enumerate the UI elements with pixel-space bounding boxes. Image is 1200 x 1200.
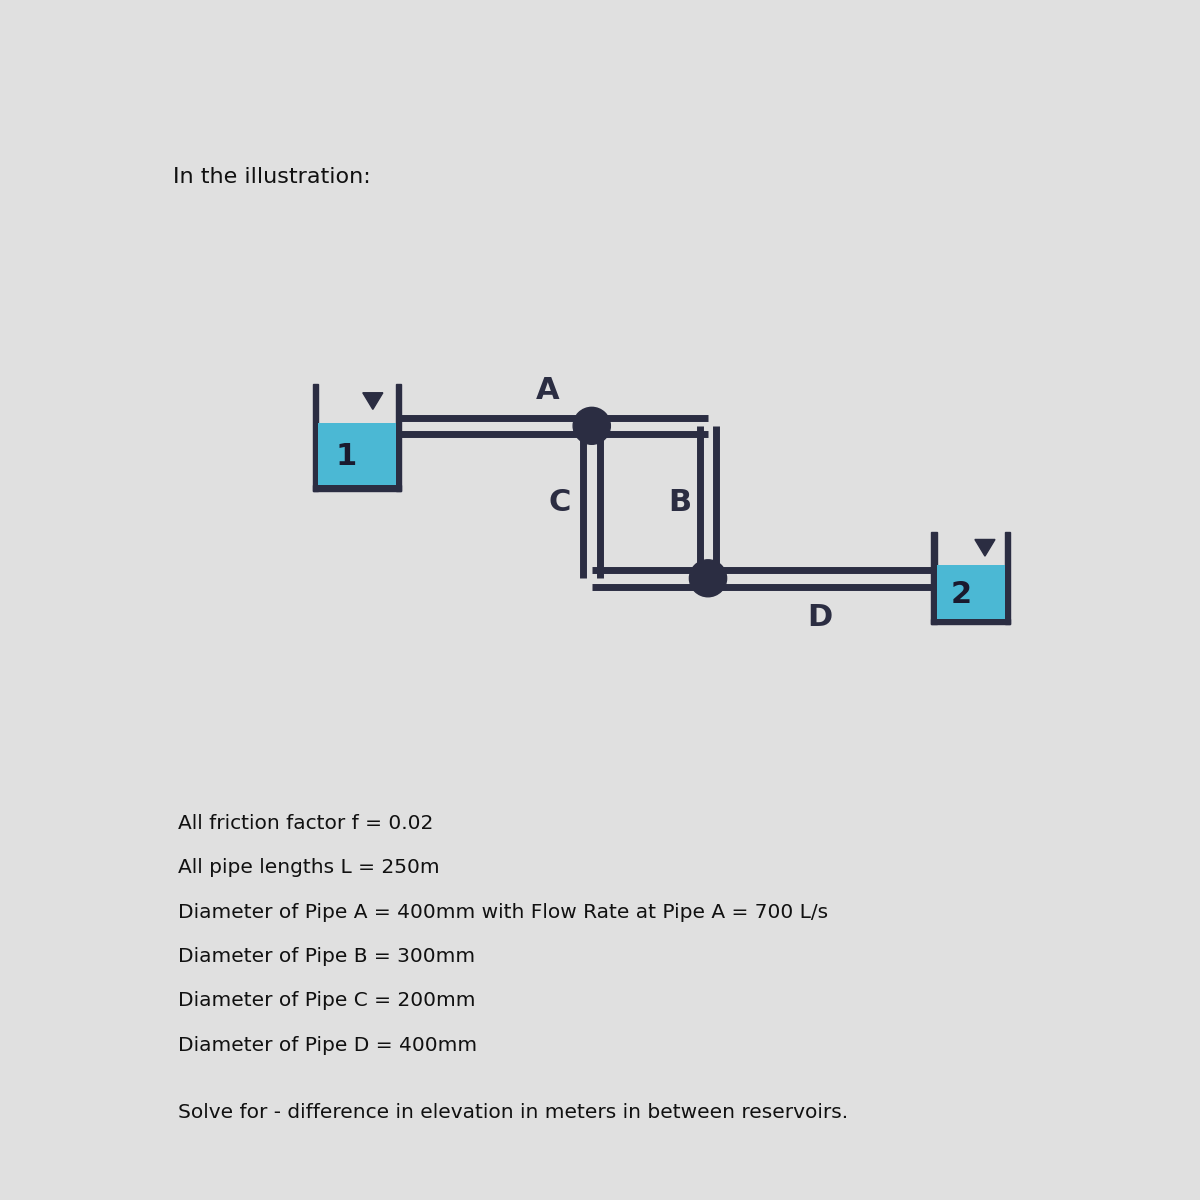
Text: D: D <box>806 602 833 631</box>
Bar <box>396 384 401 491</box>
Text: In the illustration:: In the illustration: <box>173 167 371 187</box>
Bar <box>937 565 1004 619</box>
Text: Solve for - difference in elevation in meters in between reservoirs.: Solve for - difference in elevation in m… <box>178 1103 848 1122</box>
Text: Diameter of Pipe C = 200mm: Diameter of Pipe C = 200mm <box>178 991 475 1010</box>
Bar <box>931 532 937 624</box>
Polygon shape <box>362 392 383 409</box>
Bar <box>313 485 401 491</box>
Bar <box>931 619 1010 624</box>
Text: All friction factor f = 0.02: All friction factor f = 0.02 <box>178 814 433 833</box>
Text: B: B <box>668 487 691 516</box>
Text: 1: 1 <box>336 443 356 472</box>
Text: Diameter of Pipe A = 400mm with Flow Rate at Pipe A = 700 L/s: Diameter of Pipe A = 400mm with Flow Rat… <box>178 902 828 922</box>
Text: A: A <box>535 377 559 406</box>
Text: 2: 2 <box>950 581 972 610</box>
Circle shape <box>574 407 611 444</box>
Bar <box>313 384 318 491</box>
Text: C: C <box>548 487 570 516</box>
Text: Diameter of Pipe B = 300mm: Diameter of Pipe B = 300mm <box>178 947 475 966</box>
Bar <box>318 422 396 485</box>
Circle shape <box>689 559 727 596</box>
Text: All pipe lengths L = 250m: All pipe lengths L = 250m <box>178 858 439 877</box>
Bar <box>1004 532 1010 624</box>
Polygon shape <box>974 540 995 556</box>
Text: Diameter of Pipe D = 400mm: Diameter of Pipe D = 400mm <box>178 1036 478 1055</box>
